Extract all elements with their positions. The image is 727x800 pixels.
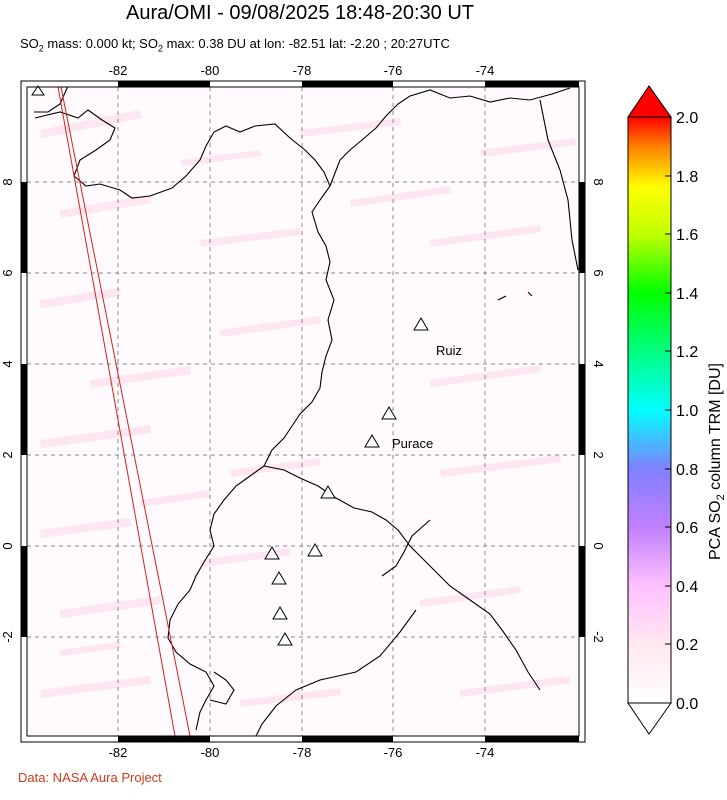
lon-label: -76 <box>384 63 403 78</box>
colorbar-tick-label: 1.0 <box>676 403 698 420</box>
lat-label: 6 <box>0 269 15 276</box>
volcano-marker <box>271 571 287 585</box>
lat-label: 2 <box>591 451 606 458</box>
lon-labels-bottom: -82 -80 -78 -76 -74 <box>109 745 495 760</box>
lon-label: -80 <box>201 745 220 760</box>
lon-labels-top: -82 -80 -78 -76 -74 <box>109 63 495 78</box>
volcano-marker <box>307 543 323 557</box>
colorbar-tick-label: 1.6 <box>676 227 698 244</box>
colorbar-tick-label: 1.2 <box>676 344 698 361</box>
map-title: Aura/OMI - 09/08/2025 18:48-20:30 UT <box>126 2 474 24</box>
volcano-marker <box>31 85 45 96</box>
colorbar-tick-label: 0.2 <box>676 637 698 654</box>
colorbar-tick-label: 0.8 <box>676 462 698 479</box>
colorbar-min-arrow <box>627 702 672 735</box>
lat-label: 2 <box>0 451 15 458</box>
lon-label: -80 <box>201 63 220 78</box>
colorbar-tick-label: 2.0 <box>676 110 698 127</box>
lon-label: -76 <box>384 745 403 760</box>
colorbar-label: PCA SO2 column TRM [DU] <box>707 363 727 560</box>
lat-label: 0 <box>0 542 15 549</box>
colorbar-ticks: 2.0 1.8 1.6 1.4 1.2 1.0 0.8 0.6 0.4 0.2 … <box>676 110 698 713</box>
volcano-markers <box>31 85 429 646</box>
volcano-marker <box>264 546 280 560</box>
volcano-marker <box>381 406 397 420</box>
colorbar-tick-label: 1.4 <box>676 286 698 303</box>
colorbar-tick-label: 1.8 <box>676 169 698 186</box>
colorbar-tick-label: 0.6 <box>676 520 698 537</box>
lon-label: -74 <box>476 63 495 78</box>
volcano-label-purace: Purace <box>392 436 433 451</box>
map-border-scale <box>21 81 585 742</box>
lat-label: 4 <box>591 360 606 367</box>
graticule <box>27 87 579 736</box>
volcano-marker <box>277 632 293 646</box>
lat-label: 8 <box>591 178 606 185</box>
lat-label: -2 <box>591 631 606 643</box>
colorbar-tick-label: 0.4 <box>676 579 698 596</box>
lon-label: -82 <box>109 63 128 78</box>
colorbar-gradient <box>627 116 672 704</box>
lat-label: 6 <box>591 269 606 276</box>
volcano-marker <box>272 606 288 620</box>
lat-label: 8 <box>0 178 15 185</box>
orbit-track <box>57 87 191 736</box>
colorbar-tick-label: 0.0 <box>676 696 698 713</box>
lat-label: 4 <box>0 360 15 367</box>
lon-label: -82 <box>109 745 128 760</box>
coastlines-and-borders <box>34 87 579 736</box>
map-panel: Ruiz Purace <box>26 85 580 737</box>
lon-label: -74 <box>476 745 495 760</box>
lat-labels-right: 8 6 4 2 0 -2 <box>591 178 606 642</box>
lat-labels-left: 8 6 4 2 0 -2 <box>0 178 15 642</box>
volcano-marker <box>364 434 380 448</box>
volcano-marker <box>320 485 336 499</box>
lon-label: -78 <box>293 745 312 760</box>
lat-label: -2 <box>0 631 15 643</box>
colorbar: 2.0 1.8 1.6 1.4 1.2 1.0 0.8 0.6 0.4 0.2 … <box>627 85 727 735</box>
data-credit: Data: NASA Aura Project <box>18 770 162 785</box>
lon-label: -78 <box>293 63 312 78</box>
colorbar-max-arrow <box>627 85 672 118</box>
volcano-marker <box>413 317 429 331</box>
map-subtitle: SO2 mass: 0.000 kt; SO2 max: 0.38 DU at … <box>20 36 450 54</box>
lat-label: 0 <box>591 542 606 549</box>
volcano-label-ruiz: Ruiz <box>436 343 462 358</box>
